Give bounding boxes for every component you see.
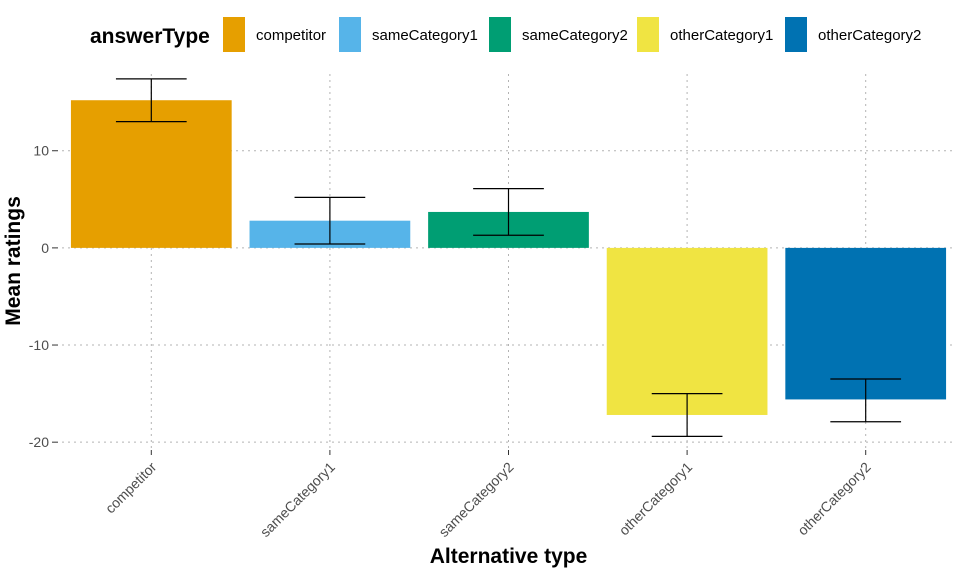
error-bars	[115, 78, 902, 437]
legend-key-sameCategory2	[489, 17, 511, 52]
legend-key-otherCategory1	[637, 17, 659, 52]
x-tick-label-otherCategory1: otherCategory1	[616, 459, 696, 539]
legend-label-competitor: competitor	[256, 27, 326, 44]
bar-otherCategory2	[785, 247, 947, 400]
x-tick-label-sameCategory1: sameCategory1	[257, 459, 338, 540]
bar-otherCategory1	[606, 247, 768, 415]
bar-competitor	[70, 100, 232, 248]
legend-title: answerType	[90, 25, 210, 48]
x-tick-label-otherCategory2: otherCategory2	[794, 459, 874, 539]
x-tick-label-sameCategory2: sameCategory2	[435, 459, 516, 540]
legend-label-sameCategory1: sameCategory1	[372, 27, 478, 44]
y-tick-label: 0	[41, 240, 49, 256]
y-tick-label: 10	[33, 143, 49, 159]
y-axis-ticks: -20 -10 0 10	[29, 143, 58, 450]
x-axis-ticks: competitor sameCategory1 sameCategory2 othe…	[102, 450, 874, 540]
y-tick-label: -20	[29, 434, 49, 450]
x-axis-title: Alternative type	[430, 545, 588, 568]
legend: answerType competitor sameCategory1 sameCat…	[90, 17, 921, 52]
x-tick-label-competitor: competitor	[102, 459, 160, 517]
y-axis-title: Mean ratings	[2, 196, 25, 326]
legend-key-competitor	[223, 17, 245, 52]
bars	[70, 100, 947, 415]
legend-key-otherCategory2	[785, 17, 807, 52]
y-tick-label: -10	[29, 337, 49, 353]
legend-label-sameCategory2: sameCategory2	[522, 27, 628, 44]
legend-label-otherCategory2: otherCategory2	[818, 27, 921, 44]
legend-label-otherCategory1: otherCategory1	[670, 27, 773, 44]
legend-key-sameCategory1	[339, 17, 361, 52]
